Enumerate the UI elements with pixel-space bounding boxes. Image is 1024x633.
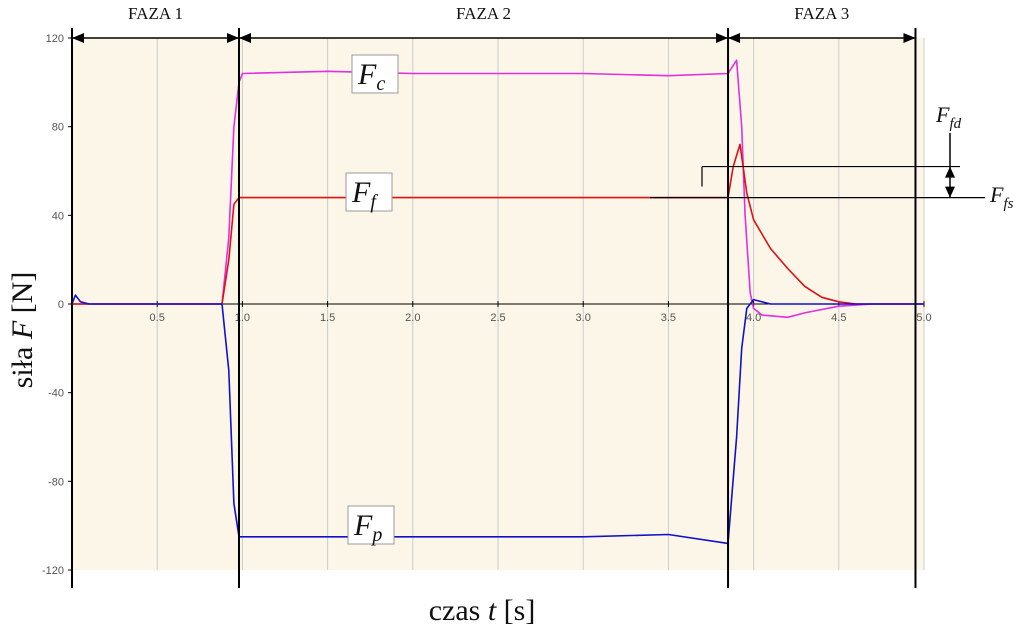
y-axis-title: siła F [N] [6, 272, 39, 389]
series-label-fc: Fc [357, 58, 385, 95]
x-tick-label: 5.0 [916, 312, 931, 324]
phase-arrow-head [238, 33, 251, 43]
phase-arrow-head [226, 33, 239, 43]
x-tick-label: 3.0 [576, 312, 591, 324]
x-tick-label: 1.0 [235, 312, 250, 324]
phase-arrow-head [728, 33, 741, 43]
y-tick-label: -40 [48, 388, 64, 400]
x-axis-title: czas t [s] [429, 594, 536, 627]
difference-arrow-up [945, 166, 955, 178]
y-tick-label: 40 [52, 210, 64, 222]
x-tick-label: 0.5 [150, 312, 165, 324]
phase-arrow-head [903, 33, 916, 43]
y-tick-label: -120 [42, 565, 64, 577]
series-label-box [347, 505, 395, 545]
x-tick-label: 2.0 [405, 312, 420, 324]
phase-arrow-head [716, 33, 729, 43]
series-label-fp: Fp [353, 509, 382, 546]
tick-labels: 0.5 1.0 1.5 2.0 2.5 3.0 3.5 4.0 4.5 5.0 120 80 40 0 -4… [42, 33, 932, 577]
friction-annotations: Ffd Ffs [650, 102, 1014, 212]
x-tick-label: 2.5 [490, 312, 505, 324]
phase-label: FAZA 3 [794, 4, 849, 23]
series-label-box [345, 172, 393, 212]
y-tick-label: 120 [46, 33, 64, 45]
phase-markers: FAZA 1 FAZA 2 FAZA 3 [71, 4, 917, 588]
y-tick-label: 80 [52, 122, 64, 134]
annotation-ffs: Ffs [989, 182, 1014, 212]
series-label-box [351, 54, 399, 94]
phase-label: FAZA 2 [456, 4, 511, 23]
series-label-ff: Ff [351, 176, 378, 213]
y-tick-label: -80 [48, 476, 64, 488]
series-line-fp [71, 294, 924, 545]
difference-arrow-down [945, 186, 955, 198]
series-labels: Fc Ff Fp [345, 54, 399, 546]
x-tick-label: 4.5 [831, 312, 846, 324]
x-tick-label: 3.5 [661, 312, 676, 324]
annotation-ffd: Ffd [935, 102, 962, 132]
phase-label: FAZA 1 [128, 4, 183, 23]
y-tick-label: 0 [58, 299, 64, 311]
x-tick-label: 1.5 [320, 312, 335, 324]
phase-arrow-head [72, 33, 84, 43]
x-tick-label: 4.0 [746, 312, 761, 324]
